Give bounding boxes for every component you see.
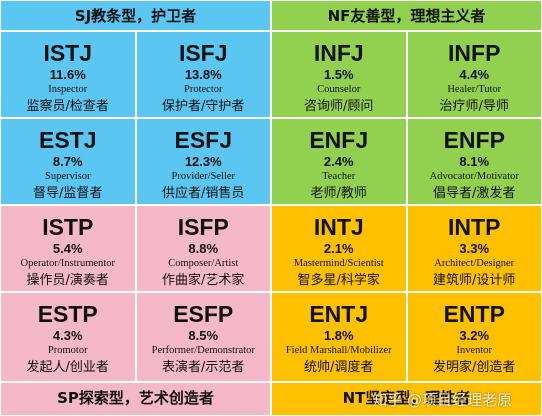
percentage: 8.1% <box>459 154 490 169</box>
group-title: NF友善型，理想主义者 <box>271 0 542 31</box>
role-cn: 建筑师/设计师 <box>433 273 516 288</box>
role-cn: 发明家/创造者 <box>433 360 516 375</box>
type-code: ESFP <box>173 301 234 327</box>
percentage: 8.5% <box>188 328 219 343</box>
role-cn: 发起人/创业者 <box>26 360 109 375</box>
type-cell: INTP 3.3% Architect/Designer 建筑师/设计师 <box>406 205 542 292</box>
role-en: Protector <box>184 84 223 95</box>
role-en: Promotor <box>47 345 88 356</box>
type-cell: INFJ 1.5% Counselor 咨询师/顾问 <box>271 31 407 118</box>
percentage: 4.4% <box>459 67 490 82</box>
role-en: Counselor <box>317 84 361 95</box>
percentage: 5.4% <box>52 241 83 256</box>
role-cn: 保护者/守护者 <box>162 99 245 114</box>
type-cell: INFP 4.4% Healer/Tutor 治疗师/导师 <box>406 31 542 118</box>
role-en: Supervisor <box>45 171 91 182</box>
type-code: ESTP <box>37 301 98 327</box>
role-en: Performer/Demonstrator <box>151 345 255 356</box>
role-cn: 表演者/示范者 <box>162 360 245 375</box>
type-code: ENTJ <box>309 301 369 327</box>
type-code: ESFJ <box>174 127 233 153</box>
role-cn: 督导/监督者 <box>33 186 103 201</box>
group-title: SP探索型，艺术创造者 <box>0 382 271 416</box>
percentage: 13.8% <box>184 67 222 82</box>
type-code: INFP <box>448 40 501 66</box>
percentage: 1.8% <box>323 328 354 343</box>
role-en: Architect/Designer <box>434 258 515 269</box>
role-cn: 统帅/调度者 <box>304 360 374 375</box>
percentage: 2.4% <box>323 154 354 169</box>
type-code: ENTP <box>443 301 505 327</box>
role-cn: 咨询师/顾问 <box>304 99 374 114</box>
type-code: ISTP <box>42 214 94 240</box>
type-code: INTP <box>448 214 501 240</box>
group-title: NT坚定型，理性者 <box>271 382 542 416</box>
percentage: 3.3% <box>459 241 490 256</box>
type-code: ENFP <box>443 127 505 153</box>
percentage: 12.3% <box>184 154 222 169</box>
group-title: SJ教条型，护卫者 <box>0 0 271 31</box>
role-en: Field Marshall/Mobilizer <box>285 345 392 356</box>
percentage: 4.3% <box>52 328 83 343</box>
role-en: Advocator/Motivator <box>429 171 519 182</box>
type-cell: ISFJ 13.8% Protector 保护者/守护者 <box>135 31 271 118</box>
role-en: Healer/Tutor <box>447 84 502 95</box>
type-code: ESTJ <box>38 127 97 153</box>
role-en: Teacher <box>322 171 356 182</box>
type-code: INTJ <box>313 214 364 240</box>
role-en: Inspector <box>48 84 88 95</box>
role-cn: 智多星/科学家 <box>297 273 380 288</box>
type-cell: ESTJ 8.7% Supervisor 督导/监督者 <box>0 118 136 205</box>
type-cell: ENFP 8.1% Advocator/Motivator 倡导者/激发者 <box>406 118 542 205</box>
type-cell: ESTP 4.3% Promotor 发起人/创业者 <box>0 292 136 382</box>
type-cell: ENFJ 2.4% Teacher 老师/教师 <box>271 118 407 205</box>
role-en: Operator/Instrumentor <box>20 258 115 269</box>
type-cell: ISTJ 11.6% Inspector 监察员/检查者 <box>0 31 136 118</box>
role-cn: 倡导者/激发者 <box>433 186 516 201</box>
type-code: INFJ <box>313 40 364 66</box>
role-cn: 供应者/销售员 <box>162 186 245 201</box>
type-cell: ENTP 3.2% Inventor 发明家/创造者 <box>406 292 542 382</box>
role-en: Inventor <box>456 345 493 356</box>
percentage: 3.2% <box>459 328 490 343</box>
watermark: 知乎 @项目经理老原 <box>372 391 512 409</box>
type-code: ISFJ <box>178 40 228 66</box>
percentage: 1.5% <box>323 67 354 82</box>
role-cn: 老师/教师 <box>310 186 367 201</box>
role-cn: 作曲家/艺术家 <box>162 273 245 288</box>
type-cell: ESFP 8.5% Performer/Demonstrator 表演者/示范者 <box>135 292 271 382</box>
role-cn: 监察员/检查者 <box>26 99 109 114</box>
percentage: 2.1% <box>323 241 354 256</box>
role-cn: 操作员/演奏者 <box>26 273 109 288</box>
type-cell: ISFP 8.8% Composer/Artist 作曲家/艺术家 <box>135 205 271 292</box>
percentage: 11.6% <box>49 67 86 82</box>
role-en: Composer/Artist <box>168 258 239 269</box>
role-cn: 治疗师/导师 <box>439 99 509 114</box>
type-cell: INTJ 2.1% Mastermind/Scientist 智多星/科学家 <box>271 205 407 292</box>
percentage: 8.7% <box>52 154 83 169</box>
type-code: ISTJ <box>43 40 93 66</box>
type-cell: ESFJ 12.3% Provider/Seller 供应者/销售员 <box>135 118 271 205</box>
percentage: 8.8% <box>188 241 219 256</box>
type-code: ENFJ <box>309 127 369 153</box>
type-cell: ENTJ 1.8% Field Marshall/Mobilizer 统帅/调度者 <box>271 292 407 382</box>
role-en: Provider/Seller <box>171 171 236 182</box>
role-en: Mastermind/Scientist <box>293 258 384 269</box>
type-code: ISFP <box>177 214 229 240</box>
type-cell: ISTP 5.4% Operator/Instrumentor 操作员/演奏者 <box>0 205 136 292</box>
